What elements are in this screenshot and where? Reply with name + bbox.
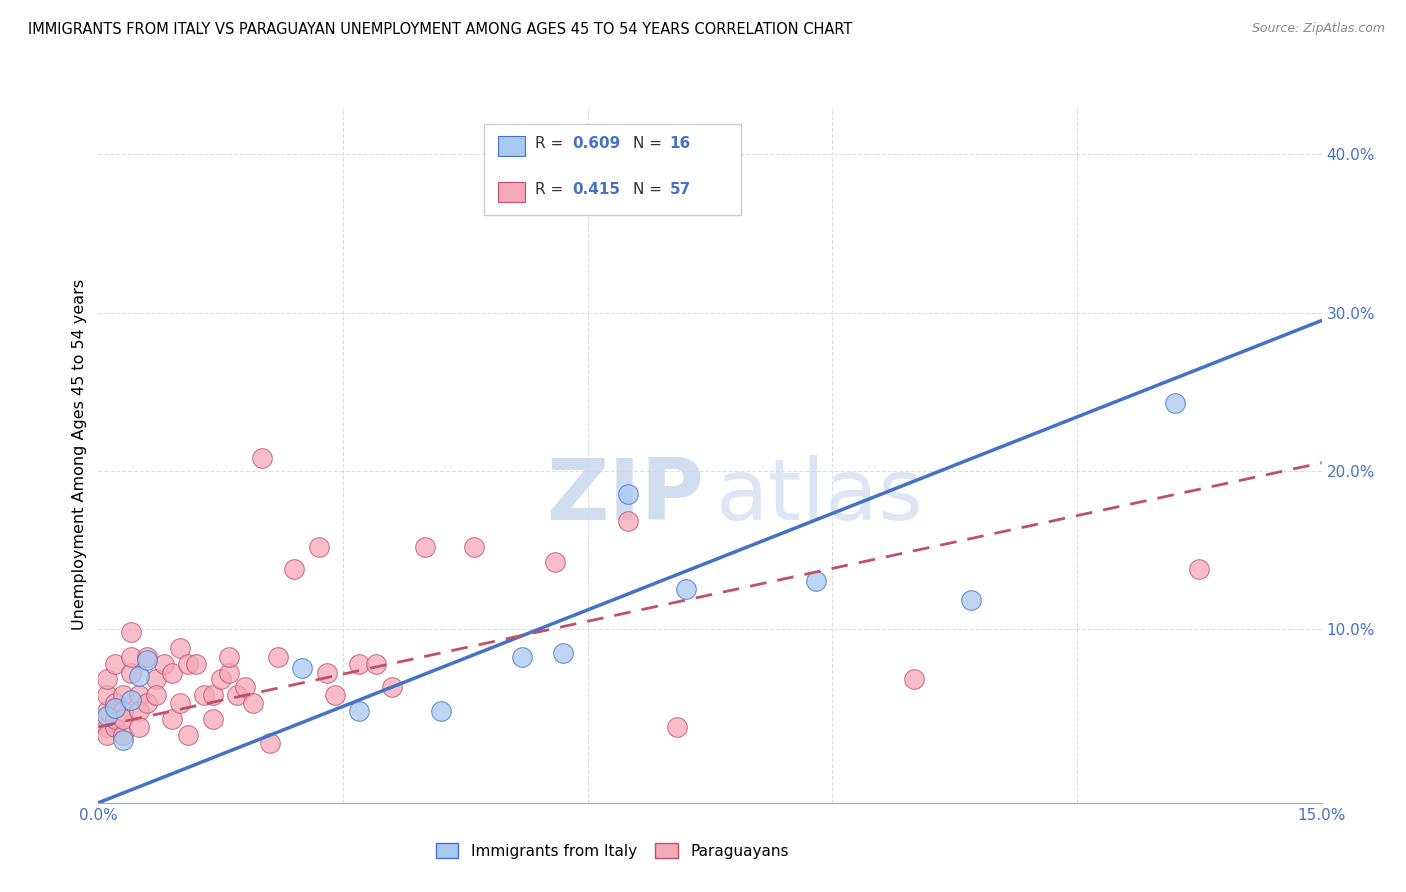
Point xyxy=(120,650,142,665)
Point xyxy=(120,693,142,707)
Point xyxy=(233,681,256,695)
Point xyxy=(226,688,249,702)
Point xyxy=(111,728,134,742)
Point xyxy=(136,653,159,667)
Point xyxy=(960,593,983,607)
Point xyxy=(201,688,224,702)
Point xyxy=(512,650,534,665)
Point xyxy=(128,669,150,683)
Text: N =: N = xyxy=(633,182,666,197)
Point xyxy=(544,556,567,570)
Point xyxy=(430,704,453,718)
Point xyxy=(111,688,134,702)
Point xyxy=(128,704,150,718)
Text: 57: 57 xyxy=(669,182,690,197)
Point xyxy=(111,712,134,726)
Point xyxy=(903,673,925,687)
Point xyxy=(104,657,127,671)
Point xyxy=(96,708,118,723)
Point xyxy=(128,720,150,734)
Point xyxy=(250,451,273,466)
Point xyxy=(364,657,387,671)
Point xyxy=(283,562,305,576)
Point xyxy=(259,736,281,750)
Legend: Immigrants from Italy, Paraguayans: Immigrants from Italy, Paraguayans xyxy=(429,837,794,864)
Point xyxy=(111,704,134,718)
Point xyxy=(1188,562,1211,576)
Point xyxy=(96,704,118,718)
Point xyxy=(1164,396,1187,410)
Point xyxy=(349,704,371,718)
Point xyxy=(675,582,697,597)
Point xyxy=(617,487,640,501)
Point xyxy=(193,688,215,702)
Point xyxy=(145,688,167,702)
Point xyxy=(463,540,485,554)
Point xyxy=(136,696,159,710)
Point xyxy=(666,720,689,734)
Point xyxy=(553,646,575,660)
Point xyxy=(617,514,640,528)
Point xyxy=(152,657,174,671)
Point xyxy=(104,712,127,726)
Point xyxy=(209,673,232,687)
Point xyxy=(96,720,118,734)
Point xyxy=(323,688,346,702)
Point xyxy=(145,673,167,687)
Point xyxy=(267,650,290,665)
Point xyxy=(177,728,200,742)
Text: 16: 16 xyxy=(669,136,690,151)
Text: N =: N = xyxy=(633,136,666,151)
Point xyxy=(218,650,240,665)
Point xyxy=(308,540,330,554)
Point xyxy=(169,696,191,710)
Point xyxy=(291,661,314,675)
Point xyxy=(104,701,127,715)
Point xyxy=(104,720,127,734)
Point xyxy=(104,696,127,710)
Point xyxy=(120,625,142,640)
Point xyxy=(315,666,337,681)
Point xyxy=(96,673,118,687)
Point xyxy=(169,640,191,655)
Text: 0.609: 0.609 xyxy=(572,136,620,151)
FancyBboxPatch shape xyxy=(484,124,741,215)
Point xyxy=(136,650,159,665)
Point xyxy=(120,666,142,681)
Point xyxy=(201,712,224,726)
Point xyxy=(160,666,183,681)
Text: atlas: atlas xyxy=(716,455,924,538)
Point xyxy=(160,712,183,726)
Text: IMMIGRANTS FROM ITALY VS PARAGUAYAN UNEMPLOYMENT AMONG AGES 45 TO 54 YEARS CORRE: IMMIGRANTS FROM ITALY VS PARAGUAYAN UNEM… xyxy=(28,22,852,37)
Text: 0.415: 0.415 xyxy=(572,182,620,197)
Point xyxy=(128,688,150,702)
Point xyxy=(186,657,208,671)
Point xyxy=(413,540,436,554)
Point xyxy=(111,732,134,747)
Point xyxy=(218,666,240,681)
Text: R =: R = xyxy=(536,136,568,151)
Point xyxy=(349,657,371,671)
Point xyxy=(242,696,264,710)
Point xyxy=(177,657,200,671)
FancyBboxPatch shape xyxy=(498,136,526,156)
Point xyxy=(381,681,404,695)
Y-axis label: Unemployment Among Ages 45 to 54 years: Unemployment Among Ages 45 to 54 years xyxy=(72,279,87,631)
Text: ZIP: ZIP xyxy=(546,455,704,538)
FancyBboxPatch shape xyxy=(498,183,526,202)
Text: R =: R = xyxy=(536,182,568,197)
Point xyxy=(804,574,827,589)
Point xyxy=(96,728,118,742)
Point xyxy=(96,688,118,702)
Text: Source: ZipAtlas.com: Source: ZipAtlas.com xyxy=(1251,22,1385,36)
